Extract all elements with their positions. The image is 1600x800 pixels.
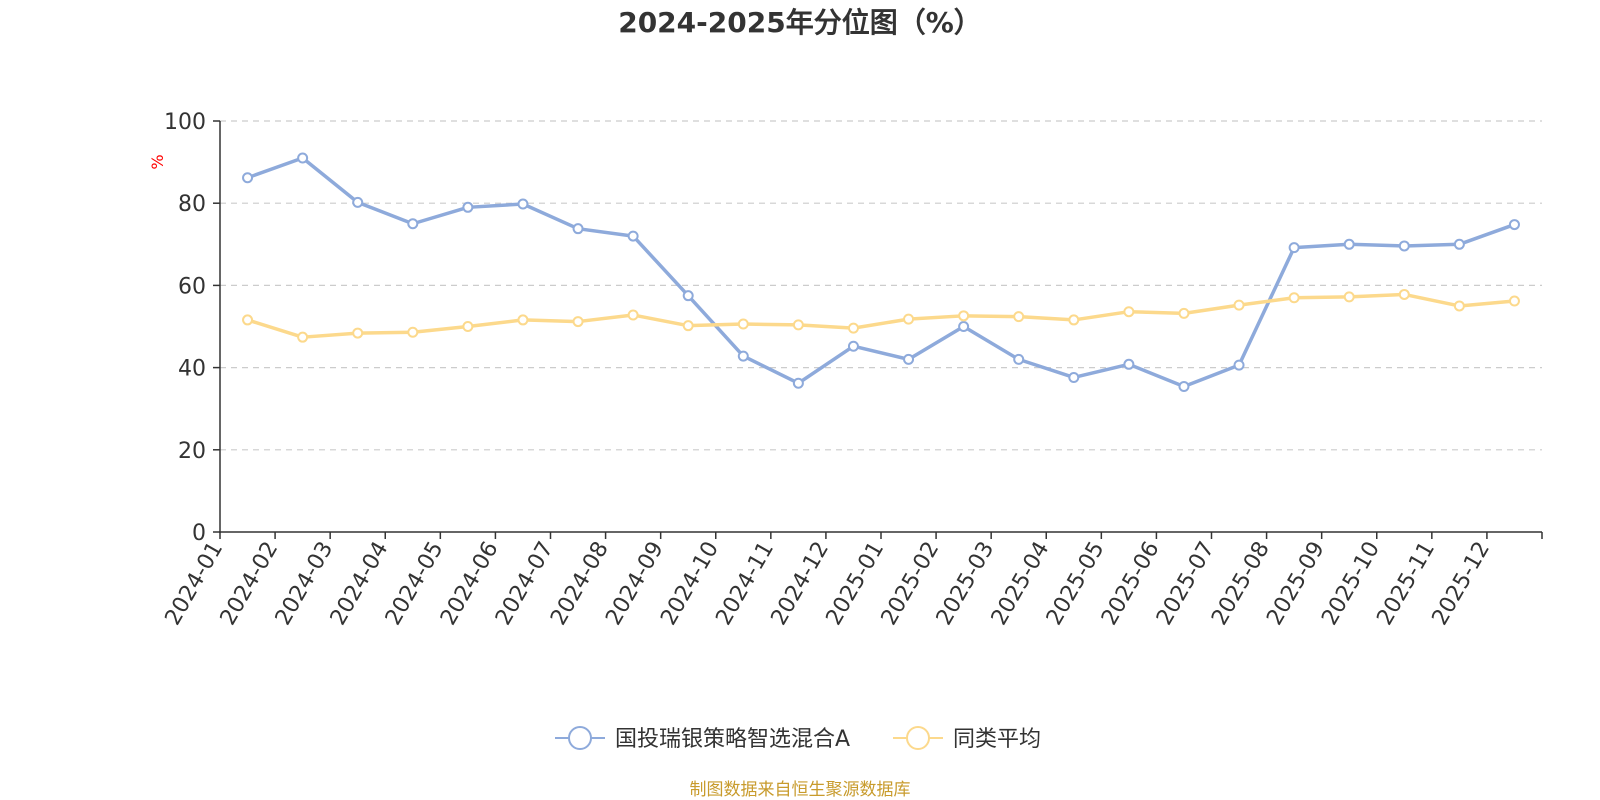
data-point bbox=[1398, 240, 1410, 252]
data-point bbox=[352, 327, 364, 339]
data-point bbox=[1288, 292, 1300, 304]
grid-lines bbox=[220, 120, 1542, 451]
data-point bbox=[1343, 291, 1355, 303]
data-point bbox=[792, 319, 804, 331]
data-point bbox=[1233, 299, 1245, 311]
legend-circle-icon bbox=[568, 726, 592, 750]
data-point bbox=[903, 353, 915, 365]
data-point bbox=[1123, 306, 1135, 318]
data-point bbox=[1013, 311, 1025, 323]
axes: 0204060801002024-012024-022024-032024-04… bbox=[161, 110, 1543, 630]
data-point bbox=[407, 326, 419, 338]
data-point bbox=[627, 309, 639, 321]
legend-label: 国投瑞银策略智选混合A bbox=[615, 727, 850, 752]
y-tick-label: 40 bbox=[178, 357, 206, 382]
y-tick-label: 100 bbox=[164, 110, 206, 135]
data-point bbox=[737, 318, 749, 330]
y-tick-label: 80 bbox=[178, 192, 206, 217]
chart-title: 2024-2025年分位图（%） bbox=[618, 6, 982, 39]
data-point bbox=[1453, 238, 1465, 250]
legend-item-2[interactable]: 同类平均 bbox=[893, 726, 1041, 752]
series-1 bbox=[242, 152, 1520, 393]
data-point bbox=[1288, 242, 1300, 254]
data-point bbox=[1453, 300, 1465, 312]
data-point bbox=[297, 331, 309, 343]
data-point bbox=[462, 321, 474, 332]
data-point bbox=[1508, 295, 1520, 307]
legend[interactable]: 国投瑞银策略智选混合A 同类平均 bbox=[555, 726, 1041, 752]
y-tick-label: 20 bbox=[178, 439, 206, 464]
data-point bbox=[737, 350, 749, 362]
y-axis-unit-label: % bbox=[148, 154, 167, 169]
data-point bbox=[958, 310, 970, 322]
y-tick-label: 60 bbox=[178, 274, 206, 299]
series-line bbox=[245, 156, 1517, 389]
data-point bbox=[1508, 219, 1520, 231]
y-tick-label: 0 bbox=[192, 521, 206, 546]
data-point bbox=[242, 314, 254, 326]
data-point bbox=[903, 313, 915, 325]
data-point bbox=[517, 198, 529, 210]
data-point bbox=[682, 290, 694, 302]
legend-circle-icon bbox=[906, 726, 930, 750]
data-point bbox=[847, 340, 859, 352]
data-point bbox=[462, 201, 474, 213]
legend-item-1[interactable]: 国投瑞银策略智选混合A bbox=[555, 726, 850, 752]
data-point bbox=[297, 152, 309, 164]
data-point bbox=[1343, 238, 1355, 250]
legend-label: 同类平均 bbox=[953, 727, 1041, 752]
data-point bbox=[1013, 353, 1025, 365]
series-line bbox=[245, 292, 1517, 339]
data-point bbox=[1068, 371, 1080, 383]
data-point bbox=[1233, 359, 1245, 371]
data-point bbox=[517, 314, 529, 326]
data-point bbox=[1178, 381, 1190, 393]
data-point bbox=[1178, 307, 1190, 319]
data-point bbox=[1398, 288, 1410, 300]
data-point bbox=[242, 172, 254, 184]
data-point bbox=[572, 223, 584, 235]
data-source-note: 制图数据来自恒生聚源数据库 bbox=[690, 780, 911, 800]
data-point bbox=[682, 320, 694, 332]
data-point bbox=[958, 321, 970, 332]
data-point bbox=[847, 322, 859, 334]
data-point bbox=[407, 218, 419, 230]
series-lines bbox=[242, 152, 1520, 393]
data-point bbox=[1123, 358, 1135, 370]
data-point bbox=[572, 316, 584, 328]
data-point bbox=[627, 230, 639, 242]
series-2 bbox=[242, 288, 1520, 343]
data-point bbox=[352, 196, 364, 208]
data-point bbox=[792, 377, 804, 389]
data-point bbox=[1068, 314, 1080, 326]
